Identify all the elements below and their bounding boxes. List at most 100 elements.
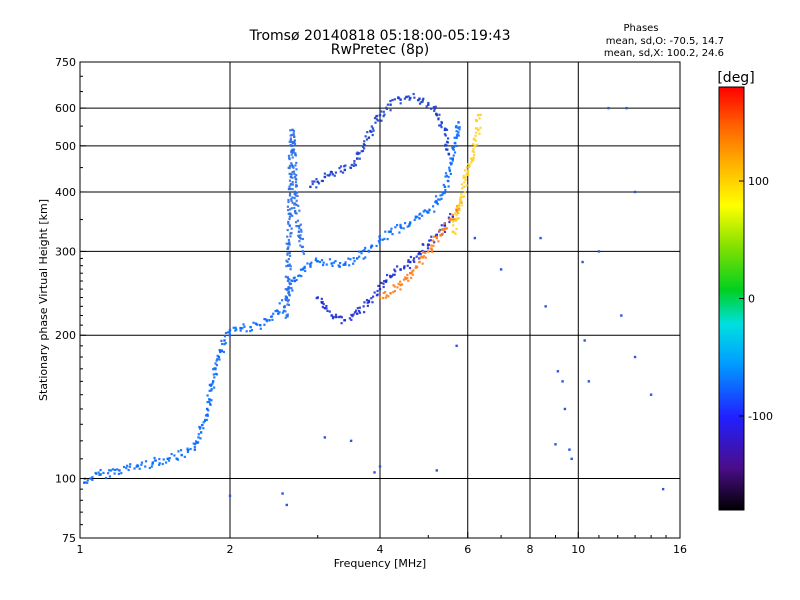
data-point-fill <box>295 191 299 194</box>
data-point-fill <box>413 260 416 263</box>
data-point <box>349 439 353 443</box>
data-point-fill <box>444 143 447 146</box>
data-point-fill <box>441 228 444 231</box>
data-point-fill <box>467 162 470 166</box>
data-point-fill <box>295 225 298 228</box>
data-point-fill <box>373 116 377 120</box>
data-point-fill <box>432 205 435 208</box>
data-point <box>293 190 297 194</box>
data-point-fill <box>410 276 413 279</box>
data-point-fill <box>158 463 161 466</box>
data-point-fill <box>291 196 294 199</box>
data-point-fill <box>411 273 414 276</box>
data-point-fill <box>332 261 336 264</box>
data-point <box>249 325 252 329</box>
data-point-fill <box>331 264 334 268</box>
data-point-fill <box>284 298 287 301</box>
data-point-fill <box>358 311 362 314</box>
data-point-fill <box>441 193 444 196</box>
data-point <box>309 185 312 189</box>
data-point <box>211 380 215 383</box>
data-point-fill <box>461 195 464 199</box>
data-point-fill <box>364 246 367 250</box>
data-point-fill <box>452 148 455 151</box>
data-point-fill <box>424 251 427 254</box>
data-point-fill <box>449 172 452 175</box>
data-point-fill <box>448 220 451 224</box>
data-point-fill <box>422 210 425 213</box>
data-point-fill <box>391 233 394 236</box>
data-point-fill <box>473 137 476 140</box>
data-point <box>343 168 347 172</box>
data-point-fill <box>306 262 309 265</box>
data-point-fill <box>295 212 298 215</box>
data-point <box>587 380 591 383</box>
data-point-fill <box>384 296 388 299</box>
data-point-fill <box>287 238 290 242</box>
data-point-fill <box>284 316 287 319</box>
data-point-fill <box>384 280 388 284</box>
data-point-fill <box>250 328 254 332</box>
data-point-fill <box>340 322 343 325</box>
data-point <box>291 128 294 132</box>
data-point-fill <box>377 119 380 122</box>
data-point-fill <box>286 279 290 283</box>
data-point-fill <box>393 98 396 101</box>
data-point <box>285 296 288 299</box>
data-point-fill <box>394 226 397 229</box>
data-point-fill <box>120 472 123 475</box>
data-point <box>473 144 477 148</box>
data-point-fill <box>420 101 423 104</box>
data-point-fill <box>361 249 364 252</box>
data-point-fill <box>444 128 447 131</box>
data-point <box>399 98 402 101</box>
data-point-fill <box>472 151 476 154</box>
data-point-fill <box>219 350 222 354</box>
x-tick-label: 2 <box>227 543 234 556</box>
data-point-fill <box>322 261 325 264</box>
data-point-fill <box>259 327 262 330</box>
data-point-fill <box>417 253 420 256</box>
data-point-fill <box>474 118 478 122</box>
data-point-fill <box>320 179 324 183</box>
data-point <box>83 481 86 484</box>
data-point-fill <box>436 202 439 206</box>
data-point-fill <box>390 227 393 230</box>
data-point-fill <box>402 278 406 281</box>
data-point-fill <box>445 144 448 147</box>
data-point-fill <box>168 457 171 460</box>
x-tick-label: 10 <box>571 543 585 556</box>
data-point-fill <box>450 162 453 165</box>
data-point-fill <box>407 95 410 98</box>
data-point-fill <box>418 102 422 105</box>
data-point-fill <box>418 257 421 260</box>
data-point-fill <box>325 304 328 308</box>
data-point-fill <box>151 463 154 466</box>
data-point-fill <box>413 218 416 222</box>
x-tick-label: 6 <box>464 543 471 556</box>
data-point <box>462 185 466 189</box>
data-point-fill <box>286 205 289 208</box>
data-point <box>443 185 447 189</box>
data-point-fill <box>392 291 395 294</box>
data-point-fill <box>408 223 411 226</box>
data-point-fill <box>294 154 297 157</box>
data-point-fill <box>255 323 258 326</box>
data-point-fill <box>91 476 94 479</box>
data-point-fill <box>216 354 219 357</box>
data-point-fill <box>288 243 291 246</box>
data-point-fill <box>475 131 478 134</box>
data-point-fill <box>445 148 448 151</box>
data-point-fill <box>290 163 294 167</box>
data-point-fill <box>448 217 451 221</box>
data-point-fill <box>289 213 292 216</box>
data-point-fill <box>284 287 287 291</box>
data-point-fill <box>290 173 293 176</box>
data-point-fill <box>357 309 361 313</box>
data-point <box>378 238 382 241</box>
data-point-fill <box>399 288 402 291</box>
data-point-fill <box>222 350 226 354</box>
data-point-fill <box>389 274 392 277</box>
data-point-fill <box>287 154 291 157</box>
data-point-fill <box>207 409 210 412</box>
